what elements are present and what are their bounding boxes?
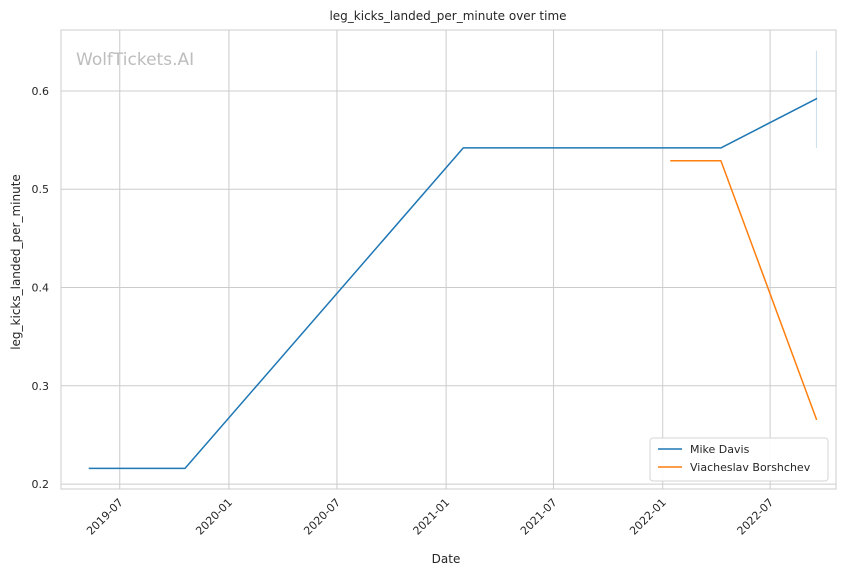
x-tick-label: 2022-01 [627,496,669,538]
legend: Mike Davis Viacheslav Borshchev [649,437,829,482]
legend-label-viacheslav-borshchev: Viacheslav Borshchev [690,461,811,474]
grid-lines [61,30,836,489]
x-tick-label: 2020-01 [193,496,235,538]
series-line-viacheslav-borshchev [670,159,818,421]
x-axis-title: Date [432,552,461,566]
watermark: WolfTickets.AI [76,50,194,70]
y-tick-label: 0.6 [32,85,50,98]
x-tick-label: 2021-01 [411,496,453,538]
series-line-mike-davis [88,97,818,470]
y-tick-label: 0.3 [32,380,50,393]
y-tick-label: 0.5 [32,183,50,196]
y-tick-label: 0.2 [32,478,50,491]
x-tick-label: 2022-07 [735,496,777,538]
y-axis-title: leg_kicks_landed_per_minute [9,174,23,350]
legend-box [649,437,829,482]
x-tick-label: 2021-07 [518,496,560,538]
x-tick-label: 2020-07 [301,496,343,538]
y-tick-label: 0.4 [32,282,50,295]
legend-label-mike-davis: Mike Davis [690,443,750,456]
x-tick-label: 2019-07 [84,496,126,538]
chart-title: leg_kicks_landed_per_minute over time [329,9,566,23]
series-layer [88,50,818,470]
plot-area [60,29,837,490]
